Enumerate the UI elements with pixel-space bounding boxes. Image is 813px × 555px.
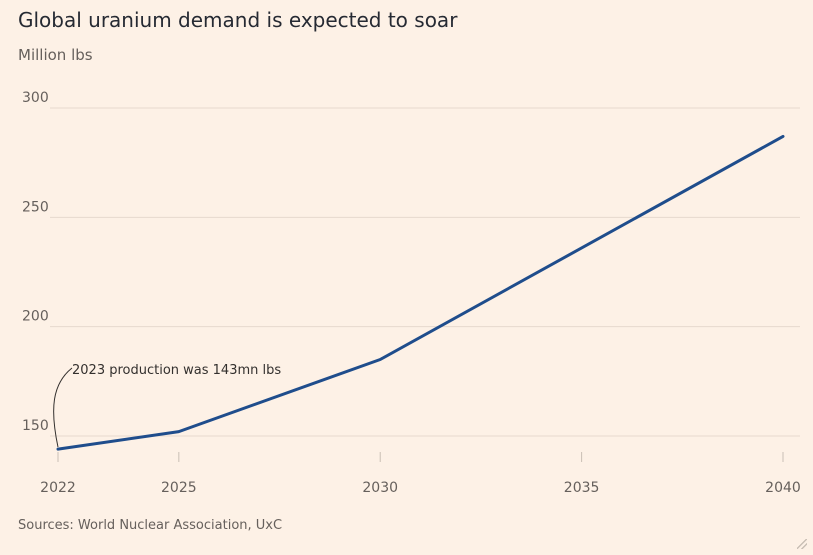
chart-source: Sources: World Nuclear Association, UxC (18, 518, 283, 533)
annotation-leader (53, 367, 73, 448)
y-tick-label: 150 (22, 418, 49, 434)
y-tick-label: 200 (22, 309, 49, 325)
x-tick-label: 2040 (765, 480, 801, 496)
x-tick-label: 2035 (564, 480, 600, 496)
resize-grip-icon (797, 539, 807, 549)
x-tick-label: 2022 (40, 480, 76, 496)
x-tick-label: 2030 (362, 480, 398, 496)
y-tick-label: 300 (22, 90, 49, 106)
y-tick-label: 250 (22, 199, 49, 215)
series-line (56, 134, 785, 451)
x-tick-label: 2025 (161, 480, 197, 496)
annotation-label: 2023 production was 143mn lbs (72, 363, 281, 378)
chart-subtitle: Million lbs (18, 46, 93, 64)
chart-title: Global uranium demand is expected to soa… (18, 8, 458, 32)
